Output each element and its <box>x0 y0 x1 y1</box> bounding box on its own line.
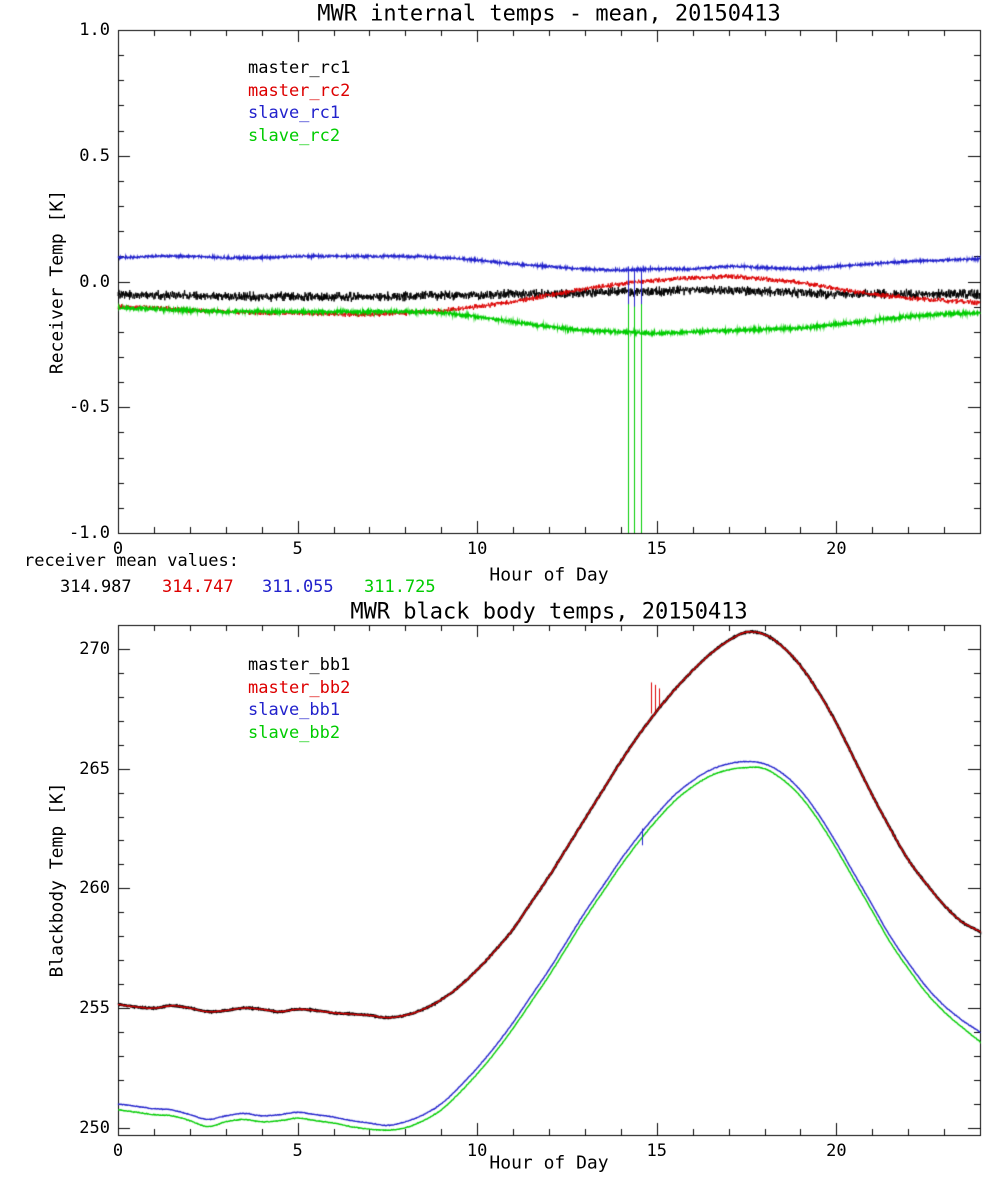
legend-slave-bb1: slave_bb1 <box>248 700 341 720</box>
legend-master-rc2: master_rc2 <box>248 81 351 101</box>
receiver-chart-x-axis-label: Hour of Day <box>489 564 609 586</box>
mean-value-master-rc1: 314.987 <box>60 577 132 597</box>
legend-master-rc1: master_rc1 <box>248 58 351 78</box>
x-tick-label: 5 <box>292 1141 303 1161</box>
mean-value-slave-rc2: 311.725 <box>364 577 436 597</box>
x-tick-label: 10 <box>466 539 488 559</box>
x-tick-label: 5 <box>292 539 303 559</box>
blackbody-chart-x-axis-label: Hour of Day <box>489 1152 609 1174</box>
blackbody-chart-title: MWR black body temps, 20150413 <box>350 599 748 625</box>
legend-master-bb1: master_bb1 <box>248 655 351 675</box>
y-tick-label: 0.0 <box>79 271 110 292</box>
y-tick-label: 255 <box>79 998 110 1019</box>
x-tick-label: 20 <box>826 539 847 559</box>
mean-value-master-rc2: 314.747 <box>162 577 234 597</box>
legend-master-bb2: master_bb2 <box>248 678 351 698</box>
x-tick-label: 10 <box>466 1141 488 1161</box>
y-tick-label: 265 <box>79 758 110 779</box>
x-tick-label: 0 <box>112 539 124 559</box>
x-tick-label: 15 <box>646 539 667 559</box>
y-tick-label: 250 <box>79 1117 110 1138</box>
y-tick-label: 1.0 <box>79 20 110 40</box>
receiver-chart-title: MWR internal temps - mean, 20150413 <box>317 1 781 27</box>
y-tick-label: 270 <box>79 638 110 659</box>
receiver-chart-y-axis-label: Receiver Temp [K] <box>46 189 68 375</box>
legend-slave-rc1: slave_rc1 <box>248 103 341 123</box>
y-tick-label: 0.5 <box>79 145 110 166</box>
y-tick-label: -0.5 <box>69 397 110 418</box>
blackbody-chart-y-axis-label: Blackbody Temp [K] <box>46 782 68 978</box>
y-tick-label: -1.0 <box>69 523 110 543</box>
y-tick-label: 260 <box>79 878 110 899</box>
x-tick-label: 20 <box>826 1141 847 1161</box>
legend-slave-bb2: slave_bb2 <box>248 723 341 743</box>
mean-value-slave-rc1: 311.055 <box>262 577 334 597</box>
x-tick-label: 0 <box>112 1141 124 1161</box>
legend-slave-rc2: slave_rc2 <box>248 126 341 146</box>
x-tick-label: 15 <box>646 1141 667 1161</box>
receiver-mean-values-label: receiver mean values: <box>24 551 239 571</box>
